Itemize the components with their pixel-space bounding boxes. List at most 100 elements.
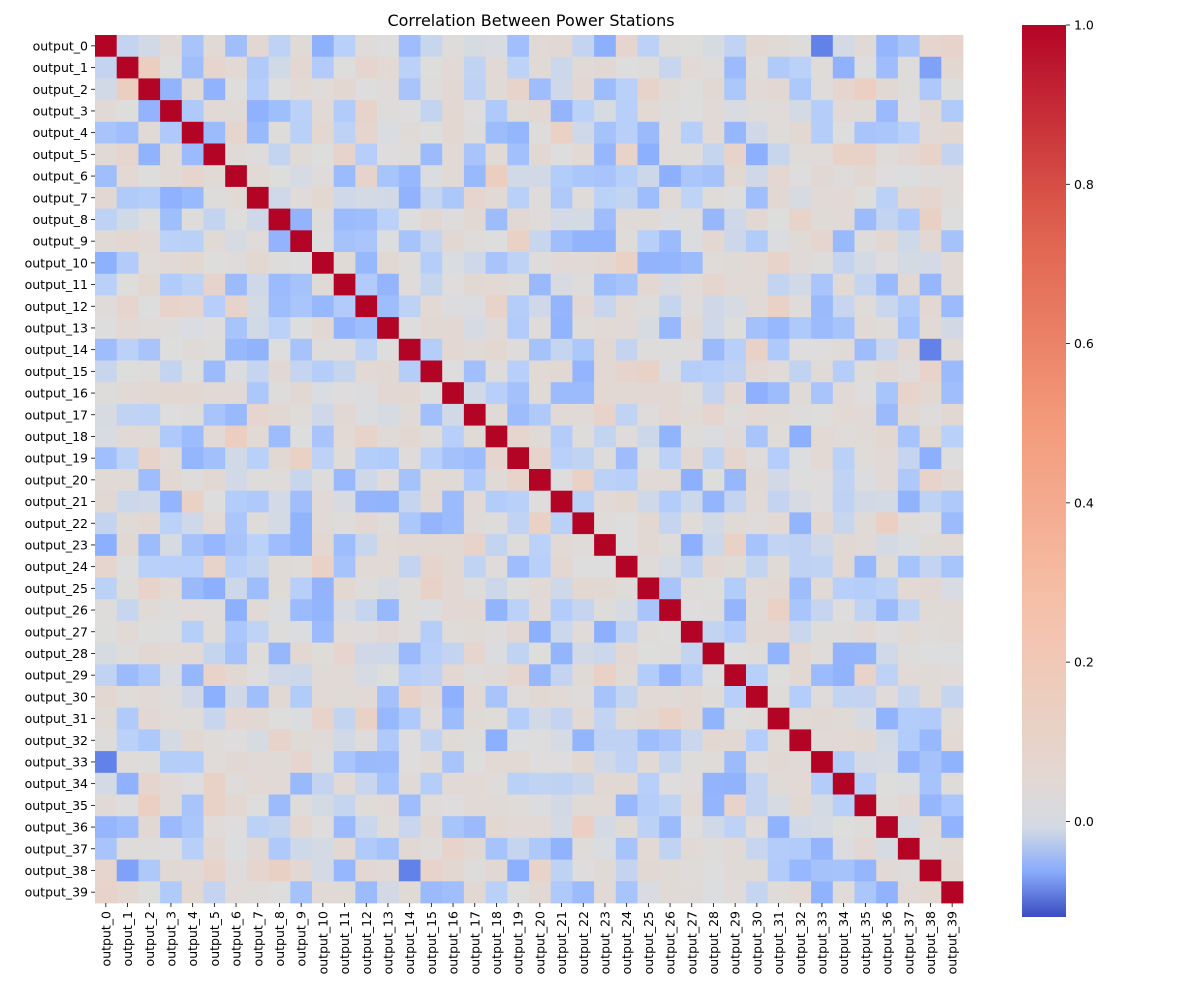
heatmap-cell [507, 859, 530, 882]
y-tick-label: output_21 [25, 494, 88, 509]
heatmap-cell [811, 252, 834, 275]
heatmap-cell [789, 534, 812, 557]
heatmap-cell [463, 599, 486, 622]
heatmap-cell [463, 78, 486, 101]
heatmap-cell [312, 772, 335, 795]
heatmap-cell [268, 360, 291, 383]
heatmap-cell [789, 664, 812, 687]
heatmap-cell [442, 100, 465, 123]
chart-title: Correlation Between Power Stations [387, 11, 674, 30]
heatmap-cell [160, 360, 183, 383]
heatmap-cell [594, 208, 617, 231]
heatmap-cell [724, 642, 747, 665]
heatmap-cell [876, 577, 899, 600]
heatmap-cell [246, 816, 269, 839]
heatmap-cell [377, 186, 400, 209]
heatmap-cell [767, 447, 790, 470]
heatmap-cell [138, 403, 161, 426]
heatmap-cell [268, 273, 291, 296]
heatmap-cell [876, 447, 899, 470]
heatmap-cell [312, 794, 335, 817]
heatmap-cell [225, 273, 248, 296]
heatmap-cell [919, 78, 942, 101]
heatmap-cell [572, 772, 595, 795]
heatmap-cell [312, 317, 335, 340]
colorbar-gradient [1022, 25, 1066, 917]
heatmap-cell [941, 751, 964, 774]
heatmap-cell [95, 338, 118, 361]
heatmap-cell [246, 686, 269, 709]
heatmap-cell [485, 490, 508, 513]
heatmap-cell [789, 360, 812, 383]
heatmap-cell [680, 252, 703, 275]
heatmap-cell [420, 360, 443, 383]
heatmap-cell [160, 100, 183, 123]
heatmap-cell [442, 338, 465, 361]
heatmap-cell [485, 230, 508, 253]
heatmap-cell [333, 338, 356, 361]
heatmap-cell [854, 729, 877, 752]
heatmap-cell [897, 382, 920, 405]
x-tick-label: output_31 [771, 911, 786, 974]
heatmap-cell [268, 881, 291, 904]
heatmap-cell [572, 295, 595, 318]
heatmap-cell [442, 490, 465, 513]
heatmap-cell [442, 273, 465, 296]
heatmap-cell [594, 837, 617, 860]
heatmap-cell [138, 469, 161, 492]
heatmap-cell [594, 729, 617, 752]
heatmap-cell [442, 121, 465, 144]
heatmap-cell [290, 490, 313, 513]
heatmap-cell [246, 772, 269, 795]
heatmap-cell [811, 751, 834, 774]
y-tick-label: output_9 [33, 234, 88, 249]
heatmap-cell [246, 729, 269, 752]
heatmap-cell [398, 664, 421, 687]
heatmap-cell [116, 881, 139, 904]
heatmap-cell [398, 56, 421, 79]
heatmap-cell [463, 881, 486, 904]
heatmap-cell [767, 56, 790, 79]
x-tick-label: output_28 [706, 911, 721, 974]
heatmap-cell [463, 165, 486, 188]
heatmap-cell [767, 642, 790, 665]
heatmap-cell [832, 56, 855, 79]
heatmap-cell [659, 794, 682, 817]
heatmap-cell [377, 686, 400, 709]
heatmap-cell [615, 837, 638, 860]
heatmap-cell [181, 859, 204, 882]
heatmap-cell [312, 837, 335, 860]
heatmap-cell [919, 360, 942, 383]
y-tick-label: output_23 [25, 537, 88, 552]
heatmap-cell [377, 512, 400, 535]
heatmap-cell [420, 35, 443, 58]
heatmap-cell [637, 555, 660, 578]
heatmap-cell [746, 599, 769, 622]
heatmap-cell [225, 382, 248, 405]
heatmap-cell [659, 837, 682, 860]
heatmap-cell [550, 469, 573, 492]
heatmap-cell [615, 859, 638, 882]
heatmap-cell [116, 100, 139, 123]
heatmap-cell [897, 534, 920, 557]
heatmap-cell [138, 816, 161, 839]
heatmap-cell [897, 469, 920, 492]
heatmap-cell [529, 664, 552, 687]
heatmap-cell [420, 78, 443, 101]
heatmap-cell [572, 252, 595, 275]
heatmap-cell [637, 143, 660, 166]
heatmap-cell [377, 490, 400, 513]
heatmap-cell [398, 599, 421, 622]
heatmap-cell [767, 317, 790, 340]
heatmap-cell [941, 620, 964, 643]
heatmap-cell [637, 837, 660, 860]
heatmap-cell [420, 425, 443, 448]
heatmap-cell [377, 35, 400, 58]
heatmap-cell [355, 230, 378, 253]
heatmap-cell [420, 230, 443, 253]
heatmap-cell [724, 186, 747, 209]
heatmap-cell [377, 447, 400, 470]
heatmap-cell [702, 772, 725, 795]
heatmap-cell [463, 403, 486, 426]
heatmap-cell [398, 317, 421, 340]
